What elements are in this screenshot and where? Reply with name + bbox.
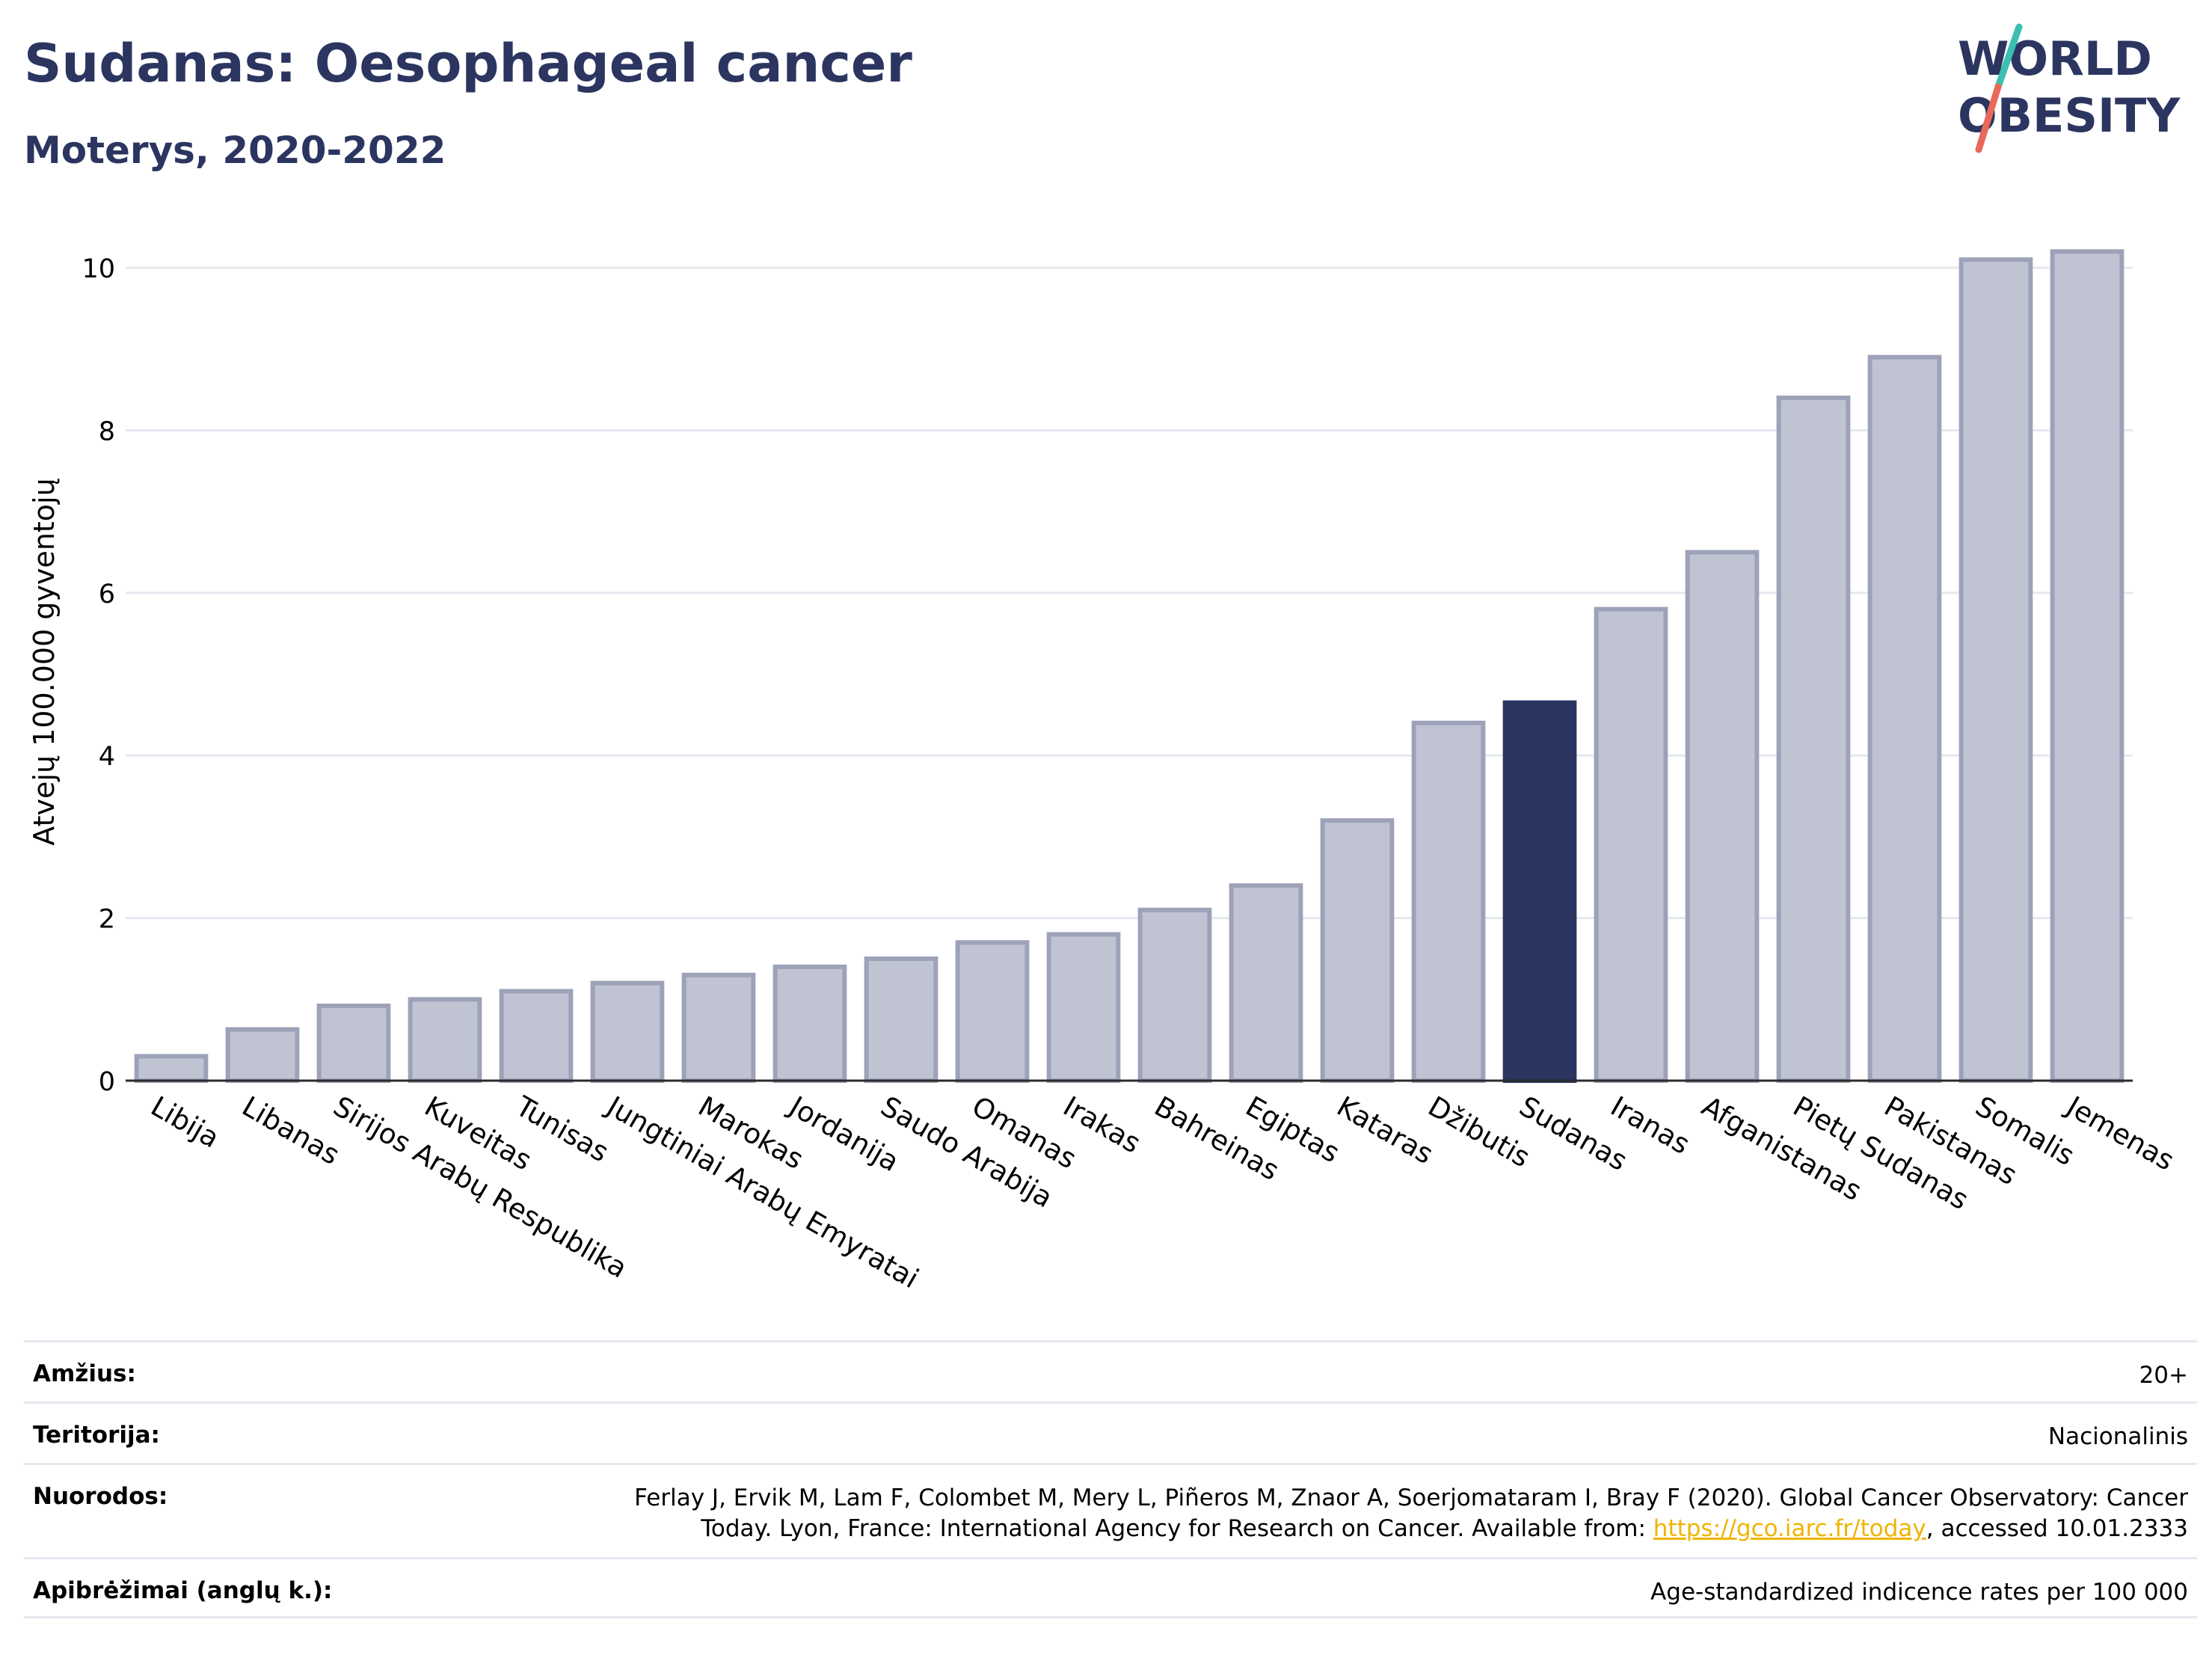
bar[interactable] — [408, 997, 482, 1084]
refs-label: Nuorodos: — [33, 1483, 168, 1510]
refs-line-2-post: , accessed 10.01.2333 — [1926, 1515, 2188, 1542]
territory-value: Nacionalinis — [2047, 1423, 2188, 1450]
bar[interactable] — [1229, 883, 1303, 1083]
y-tick-label: 10 — [82, 254, 115, 284]
age-label: Amžius: — [33, 1360, 136, 1387]
bar[interactable] — [681, 972, 756, 1083]
y-tick-label: 2 — [99, 905, 115, 935]
bar[interactable] — [225, 1027, 300, 1084]
info-row-territory: Teritorija: Nacionalinis — [24, 1401, 2197, 1463]
page-subtitle: Moterys, 2020-2022 — [24, 129, 446, 172]
bar[interactable] — [1320, 818, 1395, 1084]
bar[interactable] — [772, 964, 847, 1083]
bar[interactable] — [590, 980, 665, 1084]
bar[interactable] — [955, 940, 1030, 1083]
info-row-definitions: Apibrėžimai (anglų k.): Age-standardized… — [24, 1557, 2197, 1618]
world-obesity-logo: WORLD OBESITY — [1958, 23, 2181, 153]
age-value: 20+ — [2139, 1362, 2188, 1389]
bar[interactable] — [1776, 395, 1851, 1083]
page-title: Sudanas: Oesophageal cancer — [24, 33, 912, 94]
bar[interactable] — [316, 1003, 391, 1083]
bar[interactable] — [1594, 607, 1668, 1083]
bar[interactable] — [1411, 720, 1486, 1083]
info-row-references: Nuorodos: Ferlay J, Ervik M, Lam F, Colo… — [24, 1463, 2197, 1557]
logo-line-1: WORLD — [1958, 31, 2152, 86]
y-tick-label: 4 — [99, 742, 115, 772]
refs-value: Ferlay J, Ervik M, Lam F, Colombet M, Me… — [634, 1483, 2188, 1544]
bars — [134, 249, 2125, 1084]
x-tick-label: Jemenas — [2060, 1090, 2180, 1177]
y-axis-label: Atvejų 100.000 gyventojų — [28, 478, 61, 845]
info-table: Amžius: 20+ Teritorija: Nacionalinis Nuo… — [24, 1340, 2197, 1618]
bar[interactable] — [2050, 249, 2125, 1083]
bar[interactable] — [1958, 257, 2033, 1083]
logo-stroke-teal — [1994, 23, 2023, 90]
y-tick-label: 6 — [99, 580, 115, 610]
y-tick-label: 8 — [99, 417, 115, 446]
bar[interactable] — [1867, 354, 1942, 1083]
x-tick-label: Džibutis — [1423, 1090, 1536, 1174]
bar[interactable] — [134, 1054, 209, 1084]
x-tick-label: Libanas — [237, 1090, 345, 1171]
x-tick-label: Libija — [146, 1090, 225, 1155]
bar[interactable] — [1046, 932, 1121, 1083]
refs-link[interactable]: https://gco.iarc.fr/today — [1653, 1515, 1926, 1542]
y-tick-label: 0 — [99, 1067, 115, 1097]
refs-line-2-pre: Today. Lyon, France: International Agenc… — [701, 1515, 1653, 1542]
x-tick-label: Kataras — [1332, 1090, 1439, 1171]
bar[interactable] — [499, 989, 574, 1084]
definitions-value: Age-standardized indicence rates per 100… — [1650, 1579, 2188, 1606]
definitions-label: Apibrėžimai (anglų k.): — [33, 1577, 333, 1604]
refs-line-1: Ferlay J, Ervik M, Lam F, Colombet M, Me… — [634, 1484, 2188, 1511]
bar[interactable] — [864, 956, 938, 1083]
bar[interactable] — [1137, 907, 1212, 1083]
info-row-age: Amžius: 20+ — [24, 1340, 2197, 1401]
bar[interactable] — [1502, 700, 1577, 1083]
bar[interactable] — [1685, 550, 1760, 1083]
y-tick-labels: 0 2 4 6 8 10 — [82, 254, 115, 1097]
territory-label: Teritorija: — [33, 1422, 160, 1449]
logo-stroke-red — [1975, 83, 2002, 153]
